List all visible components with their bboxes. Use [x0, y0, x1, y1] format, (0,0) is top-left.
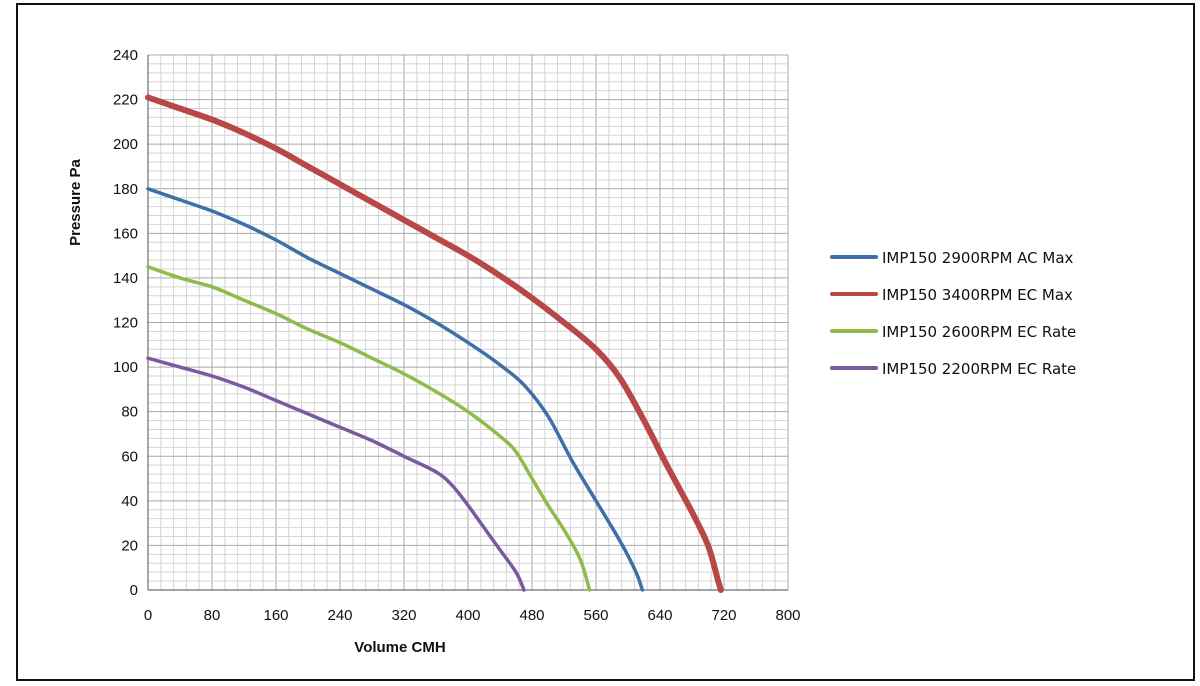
y-tick-label: 220 [113, 92, 138, 109]
y-tick-label: 120 [113, 315, 138, 332]
x-tick-label: 240 [327, 607, 352, 624]
legend-label: IMP150 2600RPM EC Rate [882, 323, 1076, 341]
legend-label: IMP150 2200RPM EC Rate [882, 360, 1076, 378]
y-axis-title: Pressure Pa [67, 158, 84, 245]
x-tick-label: 320 [391, 607, 416, 624]
legend-label: IMP150 2900RPM AC Max [882, 249, 1074, 267]
y-tick-label: 100 [113, 359, 138, 376]
y-tick-label: 180 [113, 181, 138, 198]
x-tick-label: 640 [647, 607, 672, 624]
y-tick-label: 80 [121, 404, 138, 421]
y-tick-label: 60 [121, 448, 138, 465]
x-tick-label: 400 [455, 607, 480, 624]
tick-labels: 0 80 160 240 320 400 480 560 640 720 800 0 20 40 60 80 1… [113, 47, 801, 624]
series-lines [145, 94, 724, 593]
x-tick-label: 80 [204, 607, 221, 624]
y-tick-label: 160 [113, 225, 138, 242]
x-axis-title: Volume CMH [354, 639, 445, 656]
y-tick-label: 240 [113, 47, 138, 64]
y-tick-label: 140 [113, 270, 138, 287]
series-line-3 [146, 265, 592, 592]
grid [147, 54, 789, 591]
y-tick-label: 0 [130, 582, 138, 599]
x-tick-label: 0 [144, 607, 152, 624]
y-tick-label: 200 [113, 136, 138, 153]
x-tick-label: 560 [583, 607, 608, 624]
series-line-2 [145, 94, 724, 593]
y-tick-label: 40 [121, 493, 138, 510]
series-line-1 [146, 187, 645, 592]
x-tick-label: 160 [263, 607, 288, 624]
legend-label: IMP150 3400RPM EC Max [882, 286, 1073, 304]
series-line-4 [146, 356, 526, 592]
legend: IMP150 2900RPM AC Max IMP150 3400RPM EC M… [830, 249, 1076, 378]
x-tick-label: 480 [519, 607, 544, 624]
x-tick-label: 800 [775, 607, 800, 624]
x-tick-label: 720 [711, 607, 736, 624]
y-tick-label: 20 [121, 537, 138, 554]
